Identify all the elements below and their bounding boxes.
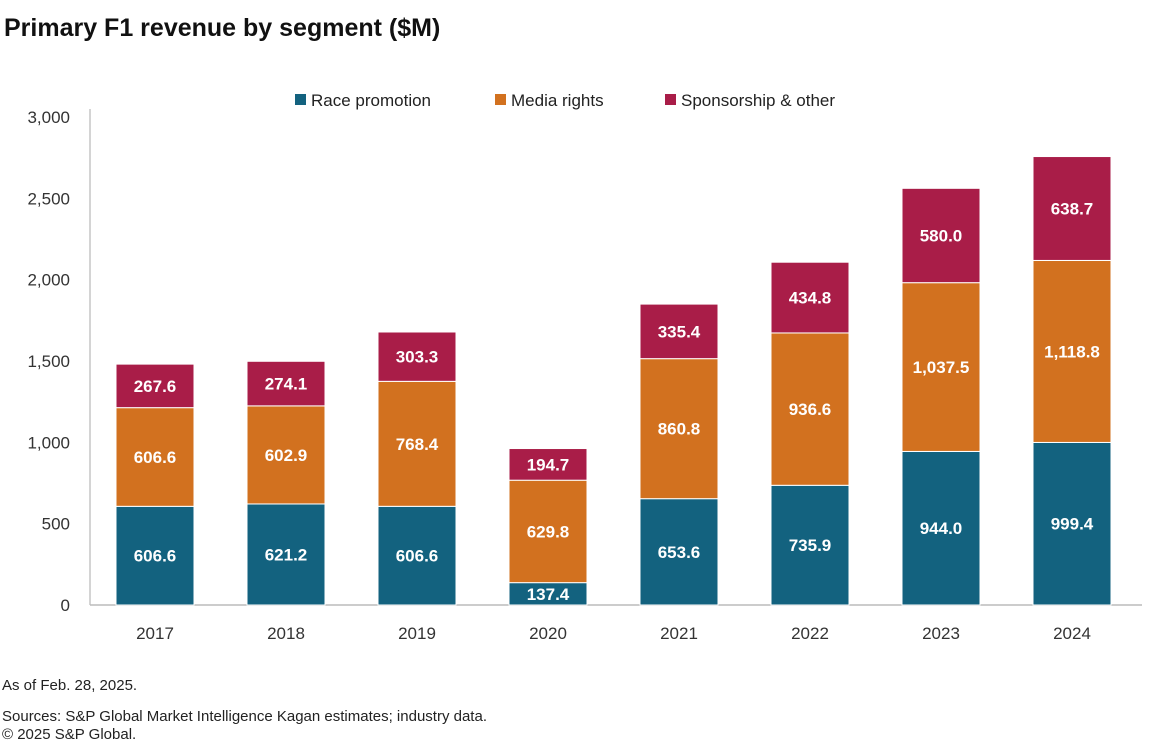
bar-segment bbox=[639, 358, 719, 500]
x-tick-label: 2017 bbox=[136, 624, 174, 643]
legend-label: Media rights bbox=[511, 91, 604, 110]
data-label: 580.0 bbox=[920, 227, 963, 246]
footnote-copyright: © 2025 S&P Global. bbox=[2, 726, 137, 743]
data-label: 194.7 bbox=[527, 455, 570, 474]
data-label: 602.9 bbox=[265, 446, 308, 465]
bar-segment bbox=[639, 303, 719, 360]
y-tick-label: 2,500 bbox=[27, 189, 70, 208]
x-tick-label: 2024 bbox=[1053, 624, 1091, 643]
data-label: 944.0 bbox=[920, 519, 963, 538]
data-label: 267.6 bbox=[134, 377, 177, 396]
data-label: 606.6 bbox=[134, 448, 177, 467]
data-label: 936.6 bbox=[789, 400, 832, 419]
bar-segment bbox=[1032, 156, 1112, 261]
legend-swatch bbox=[665, 94, 676, 105]
data-label: 303.3 bbox=[396, 348, 439, 367]
legend-swatch bbox=[295, 94, 306, 105]
chart-title: Primary F1 revenue by segment ($M) bbox=[4, 14, 441, 42]
bar-segment bbox=[1032, 259, 1112, 443]
bar-segment bbox=[377, 505, 457, 606]
bar-segment bbox=[115, 407, 195, 507]
data-label: 768.4 bbox=[396, 435, 439, 454]
data-label: 638.7 bbox=[1051, 199, 1094, 218]
bar-segment bbox=[639, 498, 719, 606]
data-label: 735.9 bbox=[789, 536, 832, 555]
x-tick-label: 2022 bbox=[791, 624, 829, 643]
data-label: 860.8 bbox=[658, 420, 701, 439]
x-tick-label: 2019 bbox=[398, 624, 436, 643]
y-tick-label: 3,000 bbox=[27, 108, 70, 127]
footnote-sources: Sources: S&P Global Market Intelligence … bbox=[2, 708, 487, 725]
data-label: 999.4 bbox=[1051, 515, 1094, 534]
data-label: 274.1 bbox=[265, 375, 308, 394]
bar-segment bbox=[377, 331, 457, 382]
footnote-date: As of Feb. 28, 2025. bbox=[2, 677, 138, 694]
data-label: 629.8 bbox=[527, 522, 570, 541]
x-tick-label: 2018 bbox=[267, 624, 305, 643]
data-label: 621.2 bbox=[265, 545, 308, 564]
bar-segment bbox=[115, 363, 195, 409]
bar-segment bbox=[508, 479, 588, 584]
bar-segment bbox=[377, 380, 457, 507]
bar-segment bbox=[115, 505, 195, 606]
y-tick-label: 1,000 bbox=[27, 433, 70, 452]
bar-segment bbox=[901, 450, 981, 606]
y-tick-label: 2,000 bbox=[27, 271, 70, 290]
x-tick-label: 2020 bbox=[529, 624, 567, 643]
bar-segment bbox=[246, 360, 326, 407]
y-tick-label: 500 bbox=[42, 515, 70, 534]
data-label: 606.6 bbox=[396, 547, 439, 566]
x-tick-label: 2023 bbox=[922, 624, 960, 643]
data-label: 653.6 bbox=[658, 543, 701, 562]
x-tick-label: 2021 bbox=[660, 624, 698, 643]
bar-segment bbox=[770, 261, 850, 334]
data-label: 137.4 bbox=[527, 585, 570, 604]
data-label: 335.4 bbox=[658, 322, 701, 341]
bar-segment bbox=[770, 484, 850, 606]
legend-swatch bbox=[495, 94, 506, 105]
data-label: 1,037.5 bbox=[913, 358, 970, 377]
bar-segment bbox=[901, 187, 981, 284]
y-tick-label: 1,500 bbox=[27, 352, 70, 371]
bar-segment bbox=[901, 282, 981, 452]
data-label: 434.8 bbox=[789, 289, 832, 308]
y-tick-label: 0 bbox=[61, 596, 70, 615]
data-label: 606.6 bbox=[134, 547, 177, 566]
bar-segment bbox=[1032, 441, 1112, 606]
legend-label: Race promotion bbox=[311, 91, 431, 110]
data-label: 1,118.8 bbox=[1044, 342, 1100, 361]
bar-segment bbox=[508, 448, 588, 481]
legend-label: Sponsorship & other bbox=[681, 91, 835, 110]
